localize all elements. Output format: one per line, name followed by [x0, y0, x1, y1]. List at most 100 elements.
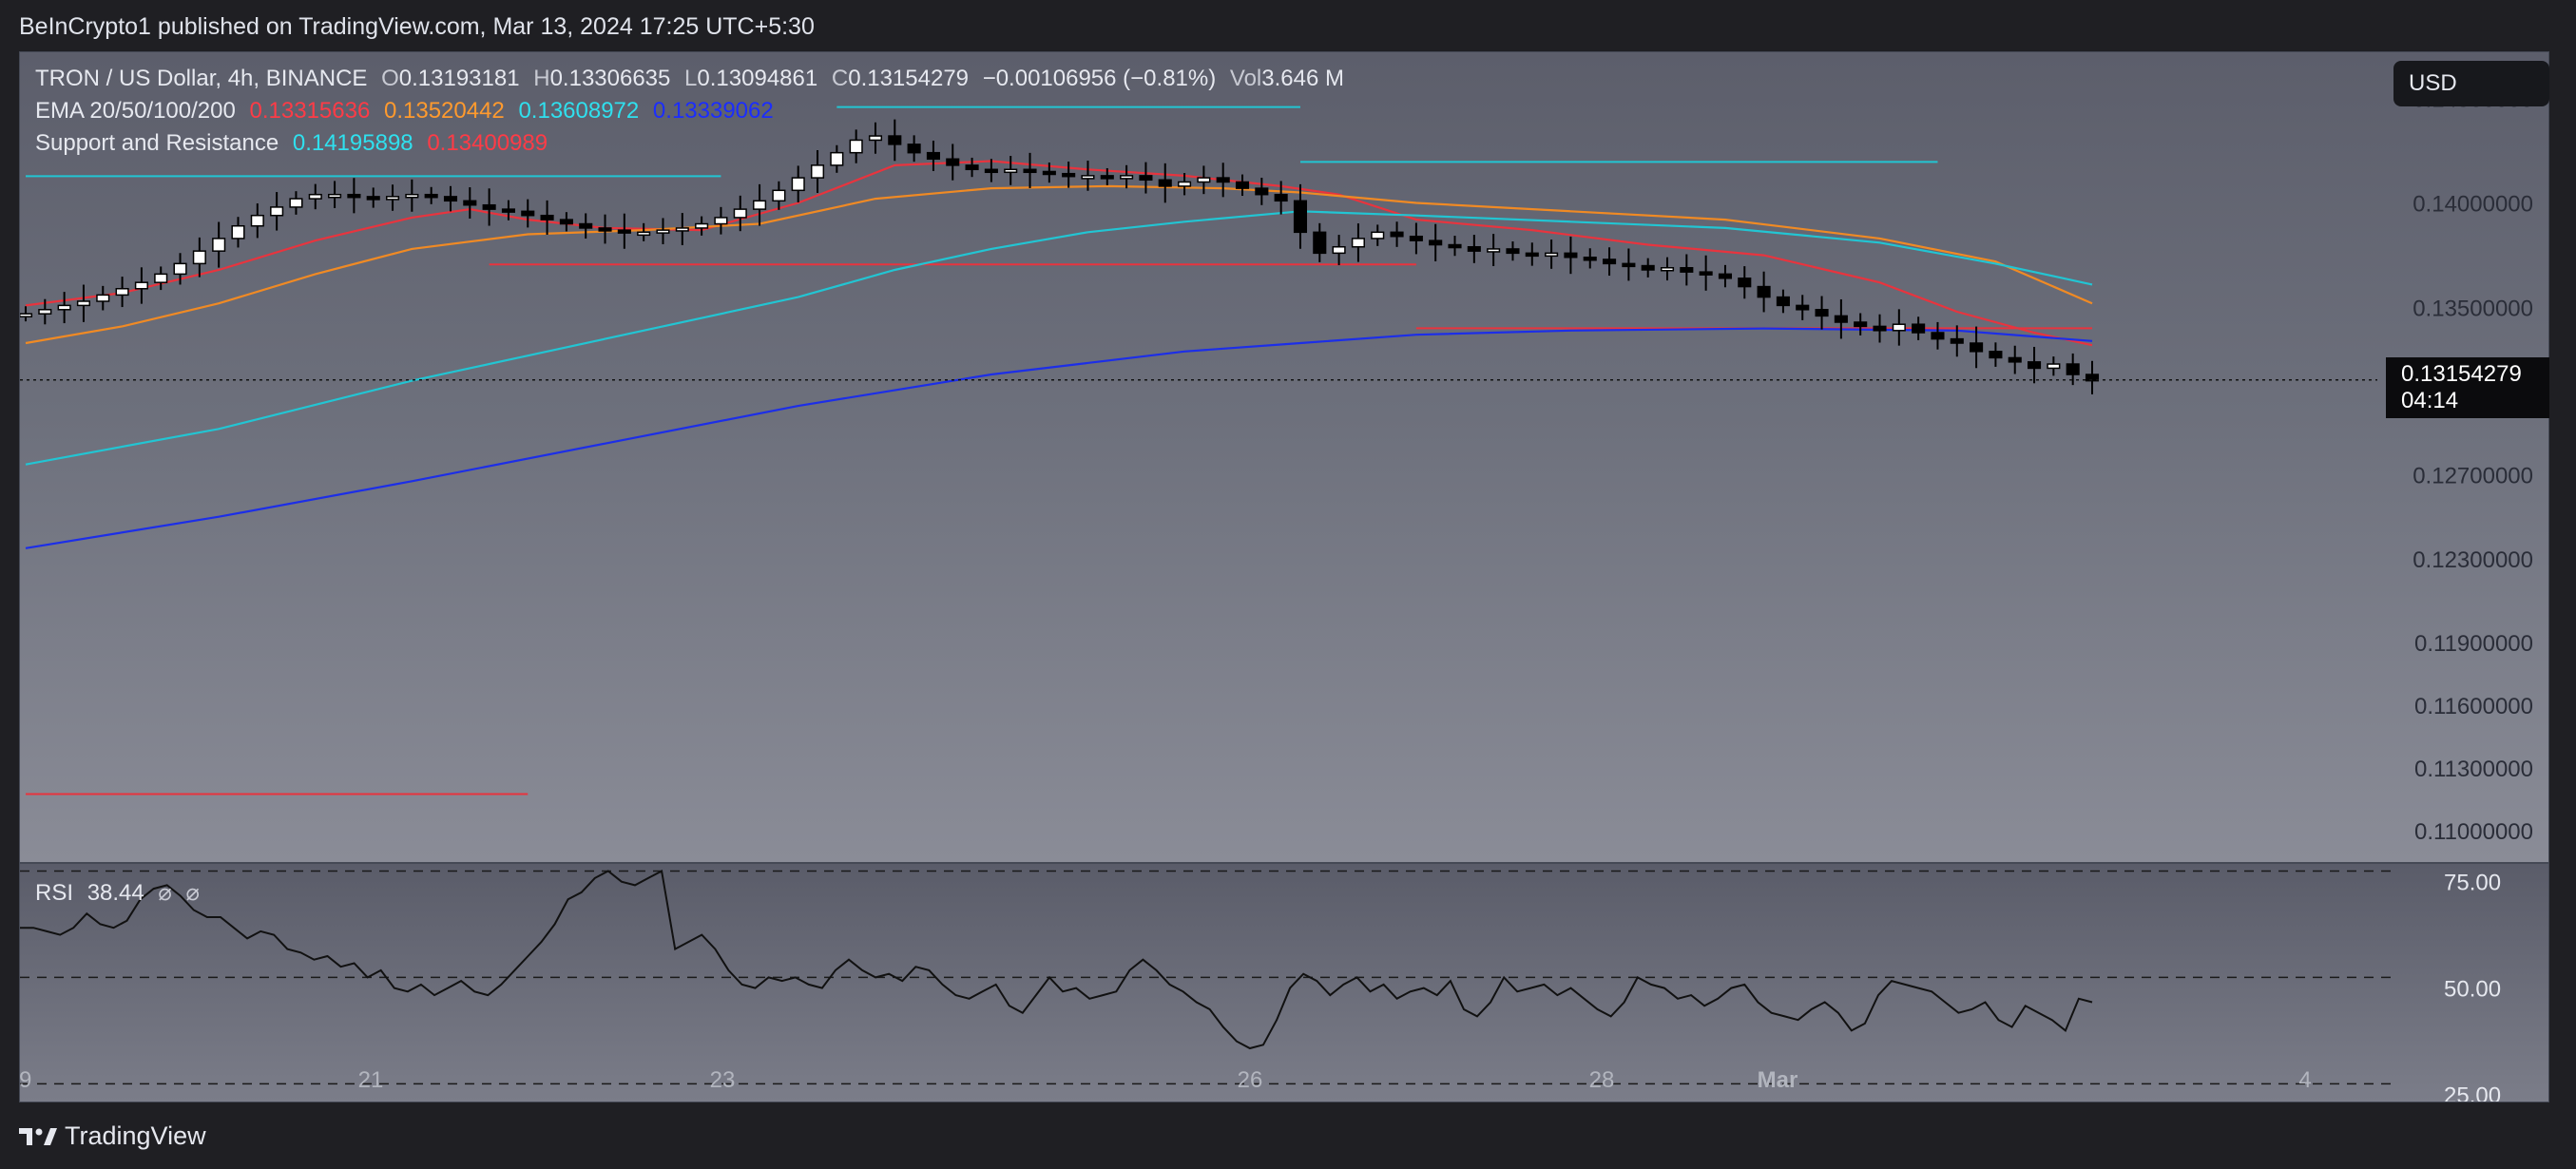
candle: [1738, 266, 1752, 299]
candle-body: [1332, 245, 1346, 255]
candle-body: [888, 135, 902, 145]
candle: [1120, 164, 1134, 189]
candle: [1834, 298, 1848, 339]
rsi-panel[interactable]: 75.00 50.00 25.00 RSI 38.44 ⌀ ⌀: [19, 863, 2549, 1102]
candle-body: [1216, 177, 1230, 183]
ohlc-close-label: C: [831, 66, 849, 91]
candle-body: [637, 231, 651, 237]
visibility-icon[interactable]: ⌀: [158, 880, 172, 906]
candle-body: [1448, 243, 1462, 249]
rsi-legend[interactable]: RSI 38.44 ⌀ ⌀: [35, 879, 207, 907]
candle: [134, 267, 148, 304]
candle: [1158, 163, 1172, 203]
candle-body: [1081, 175, 1095, 180]
candle-body: [1564, 252, 1578, 259]
currency-button[interactable]: USD: [2393, 61, 2549, 106]
candle: [1854, 313, 1868, 335]
candle-body: [1139, 175, 1153, 182]
candle-body: [1873, 325, 1887, 332]
candle-body: [1487, 248, 1501, 253]
candle: [656, 218, 670, 245]
y-tick-label: 0.11300000: [2414, 757, 2533, 782]
candle-body: [1351, 238, 1365, 248]
candle: [617, 213, 631, 249]
candle: [192, 237, 206, 278]
ohlc-change: −0.00106956 (−0.81%): [982, 66, 1217, 91]
y-tick-label: 0.11600000: [2414, 694, 2533, 719]
bar-countdown: 04:14: [2401, 388, 2459, 413]
rsi-chart-svg[interactable]: 75.00 50.00 25.00: [20, 864, 2548, 1102]
candle-body: [20, 313, 33, 317]
rsi-tick-label: 75.00: [2444, 870, 2501, 895]
candle: [830, 144, 844, 173]
candle: [405, 179, 419, 212]
candle: [1776, 289, 1790, 314]
y-tick-label: 0.14000000: [2413, 192, 2533, 218]
tradingview-logo-icon: [19, 1127, 57, 1145]
visibility-icon[interactable]: ⌀: [185, 880, 200, 906]
candle-body: [1178, 181, 1192, 187]
candle: [1583, 248, 1597, 269]
y-tick-label: 0.11000000: [2414, 819, 2533, 845]
candle-body: [1525, 252, 1539, 258]
rsi-tick-label: 25.00: [2444, 1083, 2501, 1102]
candle-body: [1989, 351, 2003, 359]
candle-body: [656, 229, 670, 234]
ema-legend[interactable]: EMA 20/50/100/200 0.13315636 0.13520442 …: [35, 98, 781, 125]
candle: [1062, 162, 1076, 188]
time-axis[interactable]: 921232628Mar468111315: [19, 1064, 2547, 1093]
candle-body: [1100, 175, 1114, 180]
candle-body: [1931, 332, 1945, 340]
candle: [695, 216, 709, 236]
candle: [733, 195, 747, 232]
candle: [1448, 236, 1462, 257]
candle-body: [1042, 170, 1056, 176]
candle-body: [1834, 315, 1848, 323]
ema-label: EMA 20/50/100/200: [35, 98, 236, 124]
candle-body: [695, 222, 709, 229]
sr-legend[interactable]: Support and Resistance 0.14195898 0.1340…: [35, 130, 555, 157]
candle: [57, 292, 71, 324]
candle-body: [501, 208, 515, 213]
candle: [1545, 240, 1559, 269]
candle-body: [1641, 264, 1655, 271]
candle-body: [598, 227, 612, 232]
candle: [212, 221, 226, 268]
candle-body: [1680, 267, 1694, 273]
price-chart-panel[interactable]: 0.145000000.140000000.135000000.12700000…: [19, 51, 2549, 863]
candle: [1371, 224, 1385, 246]
candle-body: [1738, 278, 1752, 288]
candle: [868, 122, 883, 154]
candle-body: [2085, 374, 2100, 382]
x-tick-label: 28: [1589, 1067, 1615, 1093]
candle: [1641, 258, 1655, 278]
candle-body: [1892, 323, 1906, 332]
ohlc-low-label: L: [684, 66, 698, 91]
candle-body: [308, 193, 322, 200]
candle-body: [134, 281, 148, 290]
candle: [1255, 178, 1269, 205]
candle: [1409, 222, 1423, 255]
x-tick-label: 21: [358, 1067, 384, 1093]
candle: [154, 266, 168, 291]
candle: [1274, 181, 1288, 215]
candle-body: [1197, 177, 1211, 183]
ohlc-open: 0.13193181: [398, 66, 520, 91]
candle-body: [1023, 168, 1037, 174]
candle: [1931, 321, 1945, 350]
candle: [250, 203, 264, 239]
candle: [1757, 271, 1771, 313]
candle: [1235, 174, 1250, 197]
candle-body: [289, 198, 303, 208]
x-tick-label: 23: [710, 1067, 736, 1093]
candle-body: [1545, 252, 1559, 258]
candle: [1042, 162, 1056, 183]
brand-footer[interactable]: TradingView: [19, 1121, 206, 1151]
candle-body: [2066, 363, 2080, 375]
candle-body: [1718, 273, 1733, 279]
candle-body: [347, 193, 361, 199]
price-chart-svg[interactable]: 0.145000000.140000000.135000000.12700000…: [20, 52, 2548, 862]
candle: [1100, 167, 1114, 186]
ema-line-EMA200: [25, 327, 2093, 549]
candle: [907, 135, 921, 163]
